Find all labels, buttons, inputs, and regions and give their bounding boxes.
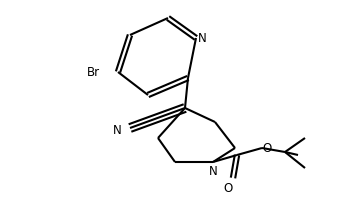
Text: N: N bbox=[209, 165, 217, 178]
Text: Br: Br bbox=[87, 65, 100, 78]
Text: N: N bbox=[113, 124, 122, 138]
Text: O: O bbox=[262, 141, 271, 154]
Text: O: O bbox=[224, 182, 233, 195]
Text: N: N bbox=[198, 32, 207, 44]
